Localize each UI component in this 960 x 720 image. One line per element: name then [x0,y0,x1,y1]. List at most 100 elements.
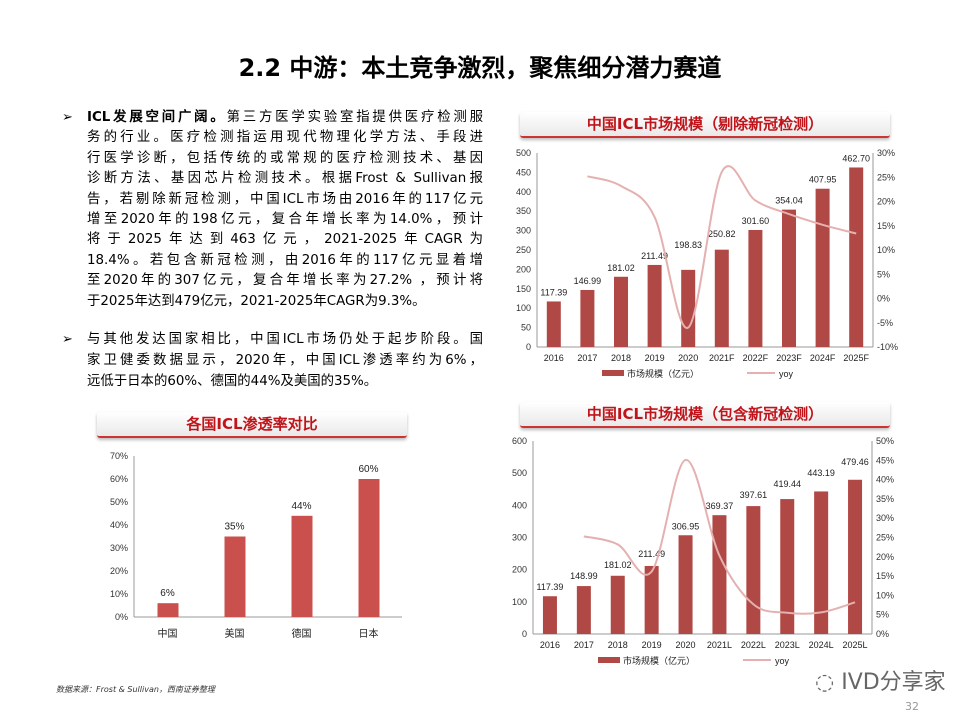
bar [610,575,625,634]
y2-tick-label: 20% [877,197,895,207]
data-label: 443.19 [807,468,835,478]
x-tick-label: 2019 [642,640,662,650]
text-line: 将于2025年达到463亿元，2021-2025年CAGR为 [87,232,483,248]
bar [546,301,561,347]
data-label: 148.99 [570,571,598,581]
bar [291,515,313,617]
chart2-title: 中国ICL市场规模（包含新冠检测） [520,402,890,428]
data-label: 301.60 [742,216,770,226]
page-number: 32 [905,700,919,713]
y-tick-label: 60% [110,474,128,484]
x-tick-label: 德国 [292,627,312,640]
x-tick-label: 2025F [843,353,869,363]
data-label: 211.49 [638,549,665,559]
y-tick-label: 300 [516,226,531,236]
data-label: 369.37 [706,501,734,511]
x-tick-label: 2024F [810,353,836,363]
y2-tick-label: 15% [877,221,895,231]
data-label: 479.46 [841,457,869,467]
x-tick-label: 2021L [707,640,732,650]
y-tick-label: 400 [512,500,527,510]
text-line: 增至2020年的198亿元，复合年增长率为14.0%，预计 [87,212,483,227]
bar [644,565,659,634]
y-tick-label: 40% [110,520,128,530]
text-line: 务的行业。医疗检测指运用现代物理化学方法、手段进 [87,130,483,146]
y2-tick-label: 5% [876,610,889,620]
text-line: 行医学诊断，包括传统的或常规的医疗检测技术、基因 [87,150,483,166]
text-line: 远低于日本的60%、德国的44%及美国的35%。 [87,374,378,389]
yoy-line [587,165,857,329]
data-label: 419.44 [773,479,801,489]
y2-tick-label: 25% [876,533,894,543]
x-tick-label: 2025L [843,640,868,650]
data-label: 306.95 [672,521,700,531]
y-tick-label: 400 [516,187,531,197]
bar [647,264,662,347]
y-tick-label: 500 [512,468,527,478]
y2-tick-label: 5% [877,269,890,279]
text-line: 诊断方法、基因芯片检测技术。根据Frost & Sullivan报 [87,171,483,187]
y-tick-label: 300 [512,533,527,543]
bar [224,536,246,617]
bar [712,515,727,634]
bar [576,586,591,634]
y-tick-label: 600 [512,436,527,446]
chart3-title: 各国ICL渗透率对比 [97,412,407,438]
y2-tick-label: 35% [876,494,894,504]
y-tick-label: 150 [516,284,531,294]
data-label: 146.99 [574,276,602,286]
data-label: 35% [224,522,244,533]
bar [714,249,729,347]
data-label: 407.95 [809,175,837,185]
bar [782,209,796,347]
highlight-text: ICL发展空间广阔。 [87,110,227,125]
yoy-line [583,458,856,615]
y-tick-label: 20% [110,566,128,576]
legend-line-label: yoy [775,656,790,666]
x-tick-label: 日本 [359,627,379,640]
x-tick-label: 2024L [809,640,834,650]
bar [157,603,179,617]
bar [542,596,557,634]
data-label: 6% [160,588,175,599]
y2-tick-label: 50% [876,436,894,446]
bar [814,491,829,634]
bar [780,499,795,634]
legend-bar-label: 市场规模（亿元） [623,655,695,666]
data-label: 462.70 [842,153,870,163]
x-tick-label: 2017 [577,353,597,363]
bullet-icon: ➢ [62,110,73,125]
bar [681,269,696,347]
text-line: 告，若剔除新冠检测，中国ICL市场由2016年的117亿元 [87,191,483,207]
data-label: 198.83 [674,240,702,250]
x-tick-label: 美国 [225,627,245,640]
x-tick-label: 2017 [574,640,594,650]
y2-tick-label: 20% [876,552,894,562]
x-tick-label: 2020 [676,640,696,650]
x-tick-label: 2021F [709,353,735,363]
x-tick-label: 中国 [158,627,178,640]
y-tick-label: 50 [521,323,531,333]
y2-tick-label: -10% [877,342,898,352]
bar [748,229,763,347]
legend-bar-swatch [602,370,624,376]
text-line: 于2025年达到479亿元，2021-2025年CAGR为9.3%。 [87,293,426,309]
y2-tick-label: 45% [876,455,894,465]
x-tick-label: 2022L [741,640,766,650]
y2-tick-label: 40% [876,475,894,485]
bar [614,276,628,347]
y2-tick-label: 15% [876,571,894,581]
x-tick-label: 2020 [678,353,698,363]
y-tick-label: 0 [522,629,527,639]
x-tick-label: 2023L [775,640,800,650]
page-title: 2.2 中游：本土竞争激烈，聚焦细分潜力赛道 [238,54,722,82]
data-label: 181.02 [604,560,632,570]
y2-tick-label: -5% [877,318,893,328]
y-tick-label: 100 [516,303,531,313]
text-line: 至2020年的307亿元，复合年增长率为27.2% ，预计将 [87,273,483,289]
y-tick-label: 10% [110,589,128,599]
data-label: 250.82 [708,229,736,239]
y-tick-label: 250 [516,245,531,255]
watermark-logo: ◌ IVD分享家 [815,670,946,695]
